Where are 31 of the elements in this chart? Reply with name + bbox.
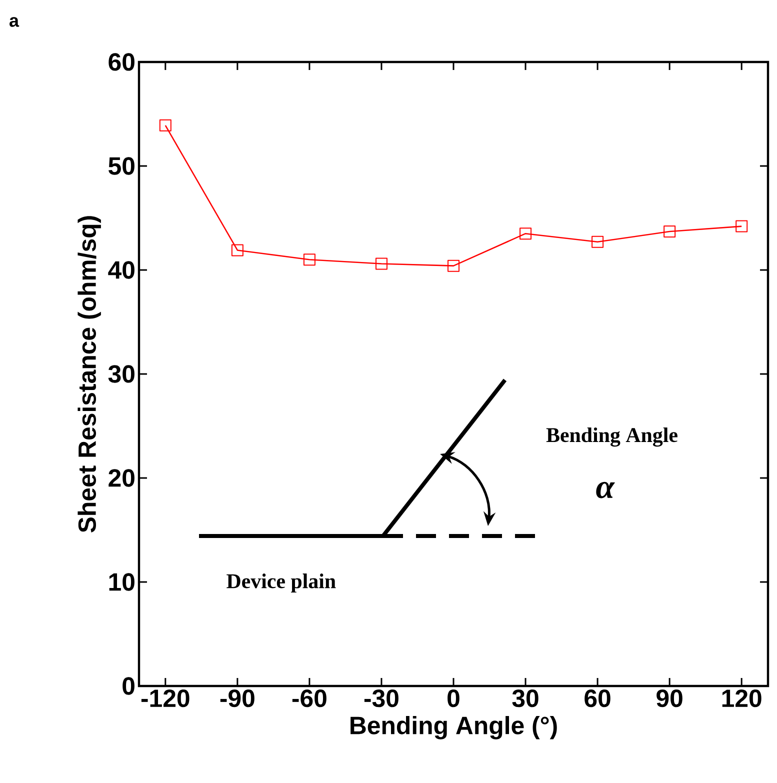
- x-tick-label: 30: [512, 690, 538, 708]
- x-tick-label: -60: [292, 690, 326, 708]
- point: [375, 258, 388, 270]
- point: [448, 260, 460, 272]
- x-axis-title: Bending Angle (°): [350, 716, 557, 740]
- x-tick-label: -30: [364, 690, 398, 708]
- annotation: α: [596, 482, 615, 498]
- y-tick-label: 10: [109, 573, 134, 591]
- point: [520, 228, 532, 240]
- y-tick-label: 60: [108, 53, 134, 71]
- point: [664, 226, 676, 238]
- point: [159, 119, 172, 132]
- x-tick-label: 120: [722, 690, 762, 708]
- annotation: Bending Angle: [546, 427, 678, 447]
- point: [592, 236, 604, 248]
- x-tick-label: 0: [448, 690, 460, 708]
- x-tick-label: 90: [656, 690, 682, 708]
- y-tick-label: 40: [108, 261, 134, 279]
- point: [303, 254, 316, 266]
- annotation: Device plain: [226, 574, 336, 593]
- y-tick-label: 30: [108, 365, 134, 383]
- y-tick-label: 20: [108, 469, 134, 487]
- y-axis-title: Sheet Resistance (ohm/sq): [78, 216, 101, 532]
- x-tick-label: -120: [141, 690, 190, 708]
- point: [736, 220, 748, 232]
- text: a: [10, 17, 20, 27]
- y-tick-label: 0: [122, 677, 134, 695]
- y-tick-label: 50: [108, 157, 134, 175]
- point: [231, 244, 244, 256]
- x-tick-label: 60: [584, 690, 610, 708]
- x-tick-label: -90: [220, 690, 254, 708]
